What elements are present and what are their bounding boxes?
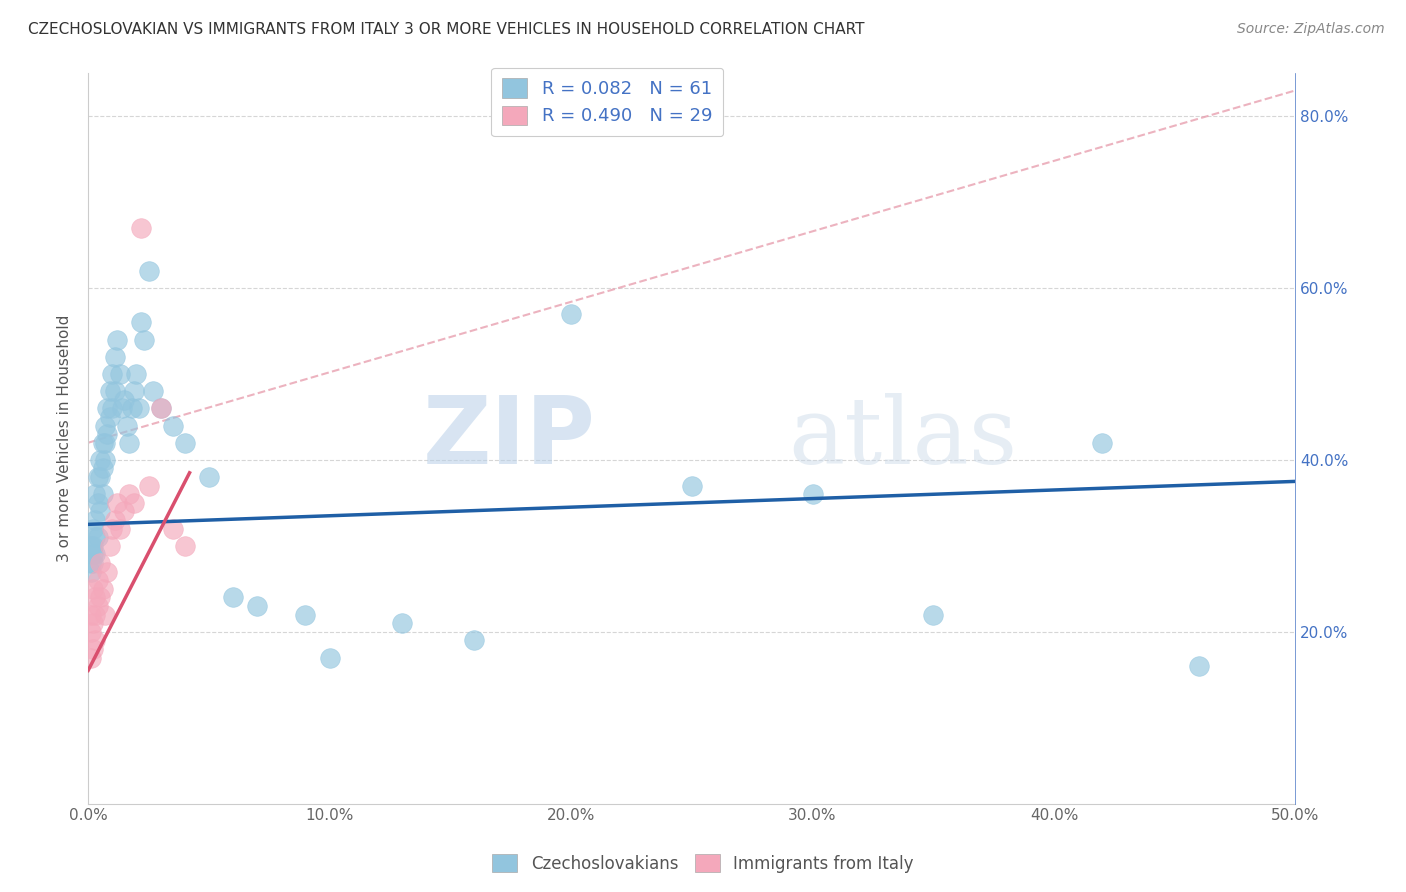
Point [111,401,134,416]
Point [118,487,141,501]
Point [125,367,148,381]
Point [87,530,110,544]
Point [89,556,111,570]
Point [94,453,117,467]
Point [112,392,135,407]
Point [173,435,195,450]
Point [91,487,114,501]
Point [104,384,127,399]
Point [94,435,117,450]
Point [222,591,245,605]
Point [89,470,111,484]
Point [96,565,118,579]
Text: atlas: atlas [789,393,1018,483]
Point [108,367,131,381]
Point [82,582,104,596]
Point [138,478,160,492]
Point [162,418,184,433]
Point [121,401,143,416]
Text: Source: ZipAtlas.com: Source: ZipAtlas.com [1237,22,1385,37]
Point [101,401,124,416]
Point [79,539,101,553]
Point [104,513,127,527]
Point [91,582,114,596]
Point [91,435,114,450]
Point [98,409,121,424]
Point [89,453,111,467]
Point [1091,435,1114,450]
Point [87,599,110,613]
Point [198,470,221,484]
Point [84,530,107,544]
Point [129,220,152,235]
Point [84,548,107,562]
Point [87,496,110,510]
Point [79,565,101,579]
Point [79,624,101,639]
Point [246,599,269,613]
Y-axis label: 3 or more Vehicles in Household: 3 or more Vehicles in Household [58,315,72,562]
Point [122,384,145,399]
Point [84,513,107,527]
Point [115,418,138,433]
Legend: R = 0.082   N = 61, R = 0.490   N = 29: R = 0.082 N = 61, R = 0.490 N = 29 [491,68,723,136]
Point [98,384,121,399]
Point [122,496,145,510]
Point [82,642,104,657]
Text: CZECHOSLOVAKIAN VS IMMIGRANTS FROM ITALY 3 OR MORE VEHICLES IN HOUSEHOLD CORRELA: CZECHOSLOVAKIAN VS IMMIGRANTS FROM ITALY… [28,22,865,37]
Point [132,333,155,347]
Point [101,367,124,381]
Text: ZIP: ZIP [422,392,595,484]
Point [318,650,340,665]
Point [79,650,101,665]
Point [79,607,101,622]
Point [560,307,582,321]
Legend: Czechoslovakians, Immigrants from Italy: Czechoslovakians, Immigrants from Italy [485,847,921,880]
Point [84,591,107,605]
Point [108,522,131,536]
Point [94,418,117,433]
Point [101,522,124,536]
Point [79,556,101,570]
Point [82,616,104,631]
Point [87,470,110,484]
Point [922,607,945,622]
Point [91,461,114,475]
Point [149,401,172,416]
Point [105,333,128,347]
Point [84,607,107,622]
Point [118,435,141,450]
Point [129,315,152,329]
Point [391,616,413,631]
Point [149,401,172,416]
Point [138,264,160,278]
Point [105,496,128,510]
Point [128,401,150,416]
Point [84,633,107,648]
Point [801,487,824,501]
Point [82,522,104,536]
Point [94,607,117,622]
Point [463,633,485,648]
Point [98,539,121,553]
Point [82,556,104,570]
Point [87,573,110,587]
Point [1188,659,1211,673]
Point [104,350,127,364]
Point [96,401,118,416]
Point [294,607,316,622]
Point [681,478,703,492]
Point [84,487,107,501]
Point [162,522,184,536]
Point [89,591,111,605]
Point [82,548,104,562]
Point [112,504,135,518]
Point [82,539,104,553]
Point [142,384,165,399]
Point [173,539,195,553]
Point [96,427,118,442]
Point [89,504,111,518]
